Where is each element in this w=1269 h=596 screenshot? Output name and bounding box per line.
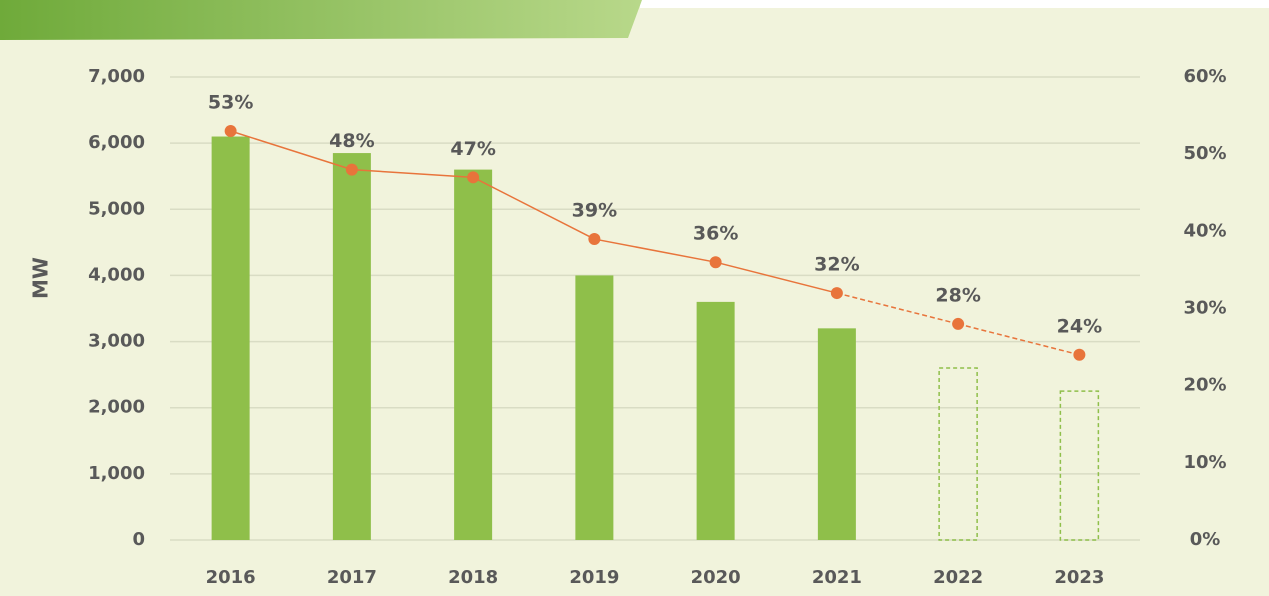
bar	[211, 136, 250, 540]
data-label: 36%	[693, 223, 738, 245]
data-label: 47%	[450, 138, 495, 160]
projected-line-segment	[957, 323, 1080, 356]
y-tick-label: 6,000	[88, 132, 145, 153]
x-tick-label: 2020	[691, 567, 741, 588]
y-tick-label: 7,000	[88, 66, 145, 87]
bar	[575, 275, 614, 540]
y2-tick-label: 0%	[1190, 529, 1221, 550]
line-segment	[351, 168, 474, 179]
line-point	[588, 233, 601, 246]
banner	[0, 0, 642, 40]
projected-line-segment	[836, 292, 959, 325]
line-segment	[472, 176, 595, 240]
data-label: 48%	[329, 130, 374, 152]
y2-tick-label: 30%	[1183, 298, 1226, 319]
line-point	[709, 256, 722, 269]
top-strip	[640, 0, 1269, 8]
y2-tick-label: 10%	[1183, 452, 1226, 473]
data-label: 28%	[935, 284, 980, 306]
y-tick-label: 5,000	[88, 198, 145, 219]
bar	[817, 328, 856, 540]
y-tick-label: 2,000	[88, 397, 145, 418]
line-point	[952, 317, 965, 330]
x-tick-label: 2023	[1054, 567, 1104, 588]
y2-tick-label: 20%	[1183, 375, 1226, 396]
y-axis-label: MW	[29, 257, 53, 299]
line-point	[345, 163, 358, 176]
x-tick-label: 2022	[933, 567, 983, 588]
data-label: 53%	[208, 92, 253, 114]
line-segment	[230, 130, 353, 171]
bar	[454, 169, 493, 540]
y2-tick-label: 40%	[1183, 220, 1226, 241]
x-tick-label: 2019	[569, 567, 619, 588]
data-label: 24%	[1057, 315, 1102, 337]
y2-tick-label: 50%	[1183, 143, 1226, 164]
data-label: 39%	[572, 200, 617, 222]
y-tick-label: 3,000	[88, 331, 145, 352]
y2-tick-label: 60%	[1183, 66, 1226, 87]
x-tick-label: 2018	[448, 567, 498, 588]
line-point	[467, 171, 480, 184]
line-segment	[594, 238, 716, 263]
y-tick-label: 4,000	[88, 264, 145, 285]
bar	[696, 301, 735, 540]
y-tick-label: 0	[132, 529, 145, 550]
x-tick-label: 2021	[812, 567, 862, 588]
line-point	[224, 125, 237, 138]
line-point	[830, 287, 843, 300]
line-point	[1073, 348, 1086, 361]
x-tick-label: 2017	[327, 567, 377, 588]
line-segment	[715, 261, 838, 294]
bar	[332, 153, 371, 541]
projected-bar	[1059, 390, 1100, 541]
y-tick-label: 1,000	[88, 463, 145, 484]
x-tick-label: 2016	[206, 567, 256, 588]
data-label: 32%	[814, 254, 859, 276]
